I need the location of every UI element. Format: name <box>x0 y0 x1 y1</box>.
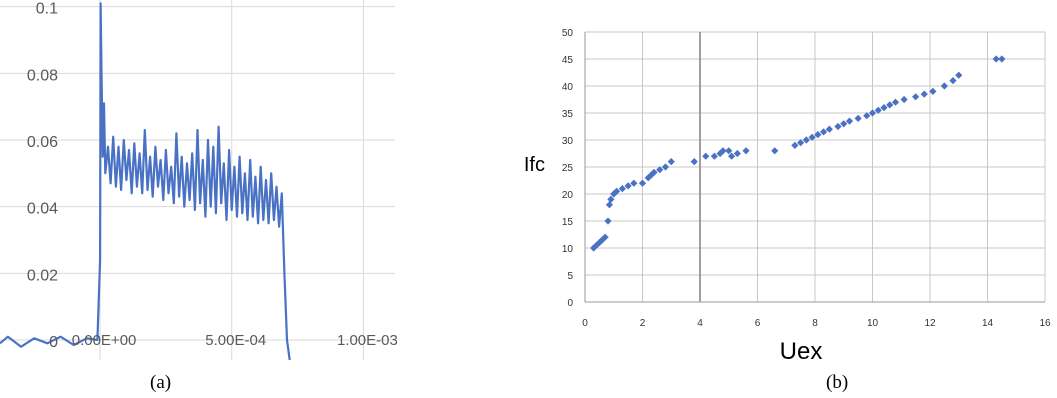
data-point <box>886 101 894 109</box>
data-point <box>814 131 822 139</box>
data-point <box>728 152 736 160</box>
data-point <box>797 139 805 147</box>
data-point <box>601 233 609 241</box>
data-point <box>624 182 632 190</box>
y-tick-label: 5 <box>567 271 573 282</box>
data-point <box>630 179 638 187</box>
data-point <box>929 87 937 95</box>
data-point <box>880 104 888 112</box>
x-axis-label: Uex <box>780 338 823 365</box>
data-point <box>702 152 710 160</box>
x-tick-label: 5.00E-04 <box>205 332 266 349</box>
scatter-chart: 0 5 10 15 20 25 30 35 40 45 50 0 2 4 6 8 10 12 14 16 Ifc Uex <box>524 28 1051 365</box>
data-point <box>604 217 612 225</box>
series-line <box>0 2 396 382</box>
data-point <box>949 77 957 85</box>
line-chart: 0 0.02 0.04 0.06 0.08 0.1 0.00E+00 5.00E-04 1.00… <box>0 0 398 382</box>
data-point <box>834 122 842 131</box>
y-tick-label: 15 <box>562 217 574 228</box>
data-point <box>618 185 626 193</box>
data-point <box>605 201 614 209</box>
data-point <box>667 158 675 166</box>
y-tick-label: 0.06 <box>27 134 58 151</box>
data-point <box>955 71 963 79</box>
caption-b: (b) <box>826 372 849 393</box>
data-point <box>690 158 698 166</box>
data-point <box>733 149 741 158</box>
x-tick-label: 16 <box>1039 318 1051 329</box>
data-point <box>868 109 877 117</box>
chart-panel-a: 0 0.02 0.04 0.06 0.08 0.1 0.00E+00 5.00E-04 1.00… <box>0 0 400 398</box>
data-point <box>638 179 647 187</box>
x-tick-label: 1.00E-03 <box>337 332 398 349</box>
data-point <box>742 147 750 155</box>
y-tick-label: 20 <box>562 190 574 201</box>
x-tick-label: 0.00E+00 <box>72 332 137 349</box>
data-point <box>874 106 882 114</box>
data-point <box>992 55 1000 63</box>
x-tick-label: 0 <box>582 318 588 329</box>
data-point <box>656 166 664 174</box>
y-tick-label: 35 <box>562 109 574 120</box>
chart-panel-b: 0 5 10 15 20 25 30 35 40 45 50 0 2 4 6 8 10 12 14 16 Ifc Uex … <box>520 0 1057 398</box>
x-tick-label: 2 <box>640 318 646 329</box>
y-tick-label: 45 <box>562 55 574 66</box>
data-point <box>661 163 670 171</box>
data-point <box>920 90 928 98</box>
x-tick-label: 10 <box>867 318 879 329</box>
data-point <box>719 147 727 155</box>
x-tick-label: 4 <box>697 318 703 329</box>
data-point <box>912 93 920 101</box>
data-point <box>650 168 658 176</box>
data-point <box>771 147 779 155</box>
data-point <box>607 195 615 203</box>
y-tick-label: 25 <box>562 163 574 174</box>
x-tick-label: 6 <box>755 318 761 329</box>
data-point <box>791 141 799 149</box>
data-point <box>840 120 848 128</box>
data-point <box>808 133 816 141</box>
y-tick-label: 0 <box>567 298 573 309</box>
data-point <box>710 152 718 160</box>
data-point <box>845 117 854 125</box>
y-tick-label: 30 <box>562 136 574 147</box>
data-point <box>825 125 833 133</box>
data-point <box>863 112 871 120</box>
y-axis-label: Ifc <box>524 154 545 176</box>
y-tick-label: 0.04 <box>27 201 58 218</box>
data-point <box>725 147 733 155</box>
y-tick-label: 0.02 <box>27 267 58 284</box>
y-tick-label: 50 <box>562 28 574 39</box>
data-point <box>900 95 908 104</box>
data-point <box>820 128 828 136</box>
data-point <box>998 55 1006 63</box>
x-tick-label: 8 <box>812 318 818 329</box>
caption-a: (a) <box>150 372 172 393</box>
data-point <box>802 136 810 144</box>
y-tick-label: 0.1 <box>36 1 58 18</box>
x-tick-label: 12 <box>924 318 936 329</box>
data-point <box>613 187 621 195</box>
y-tick-label: 0.08 <box>27 67 58 84</box>
y-tick-label: 10 <box>562 244 574 255</box>
y-tick-label: 0 <box>49 334 58 351</box>
data-point <box>940 82 948 90</box>
data-point <box>854 114 862 122</box>
y-tick-label: 40 <box>562 82 574 93</box>
x-tick-label: 14 <box>982 318 994 329</box>
data-point <box>891 98 900 106</box>
